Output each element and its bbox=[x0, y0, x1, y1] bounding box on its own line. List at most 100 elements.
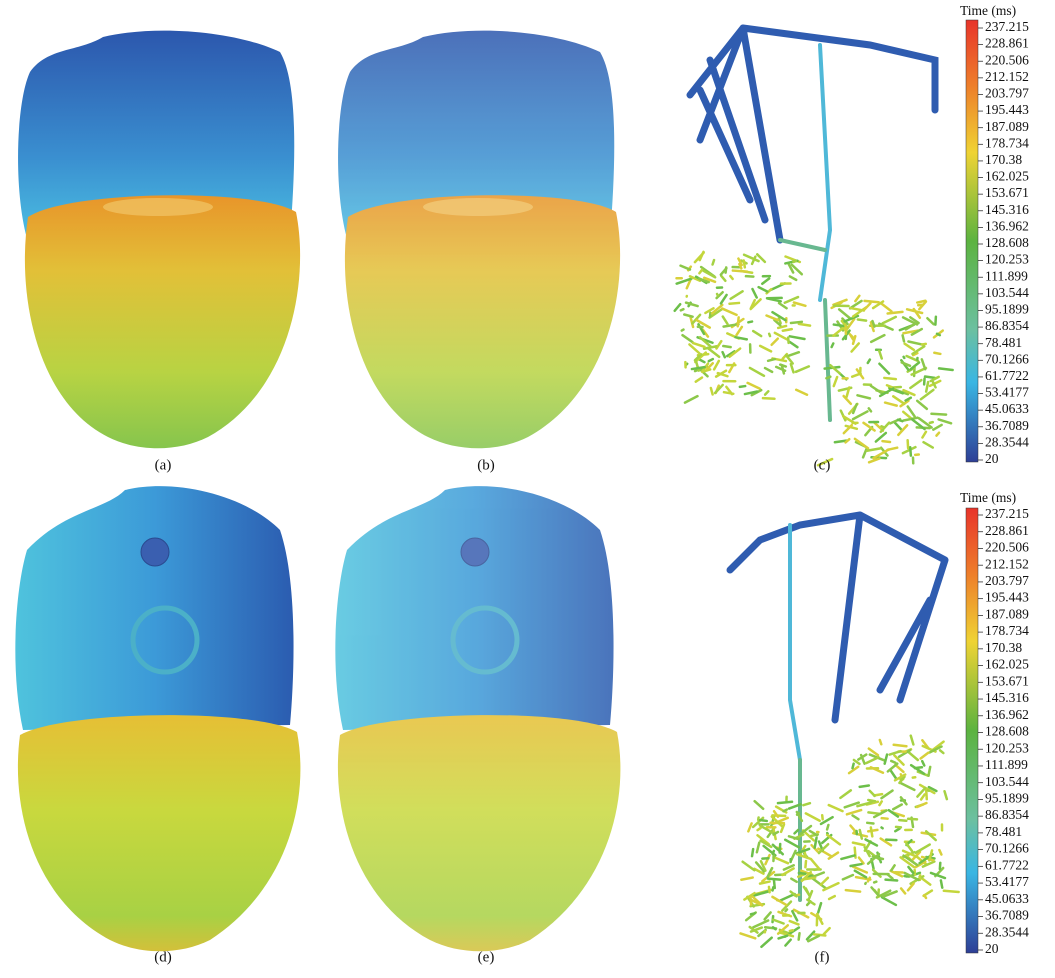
legend-label: 78.481 bbox=[985, 824, 1022, 839]
terminal-fiber bbox=[748, 383, 760, 389]
terminal-fiber bbox=[867, 823, 873, 824]
terminal-fiber bbox=[769, 887, 770, 892]
terminal-fiber bbox=[896, 827, 901, 828]
terminal-fiber bbox=[723, 346, 730, 347]
terminal-fiber bbox=[765, 391, 768, 394]
terminal-fiber bbox=[922, 344, 926, 345]
terminal-fiber bbox=[716, 341, 721, 348]
terminal-fiber bbox=[904, 357, 905, 358]
terminal-fiber bbox=[794, 830, 798, 833]
terminal-fiber bbox=[685, 396, 698, 403]
legend-label: 153.671 bbox=[985, 185, 1029, 200]
terminal-fiber bbox=[737, 327, 742, 335]
terminal-fiber bbox=[731, 291, 743, 298]
terminal-fiber bbox=[684, 314, 692, 316]
terminal-fiber bbox=[834, 377, 837, 386]
terminal-fiber bbox=[753, 331, 761, 336]
terminal-fiber bbox=[924, 895, 926, 898]
terminal-fiber bbox=[868, 830, 877, 831]
legend-label: 170.38 bbox=[985, 640, 1022, 655]
terminal-fiber bbox=[910, 380, 921, 388]
terminal-fiber bbox=[851, 864, 862, 866]
terminal-fiber bbox=[940, 750, 943, 753]
legend-label: 220.506 bbox=[985, 540, 1029, 555]
legend-label: 178.734 bbox=[985, 135, 1029, 150]
legend-label: 170.38 bbox=[985, 152, 1022, 167]
terminal-fiber bbox=[799, 324, 810, 326]
terminal-fiber bbox=[871, 386, 883, 394]
terminal-fiber bbox=[799, 873, 805, 874]
terminal-fiber bbox=[778, 802, 792, 803]
terminal-fiber bbox=[806, 813, 820, 820]
terminal-fiber bbox=[860, 785, 869, 786]
legend-title: Time (ms) bbox=[960, 3, 1016, 18]
terminal-fiber bbox=[870, 791, 875, 796]
legend-label: 103.544 bbox=[985, 285, 1029, 300]
terminal-fiber bbox=[723, 352, 725, 357]
terminal-fiber bbox=[730, 276, 732, 279]
terminal-fiber bbox=[829, 805, 843, 811]
terminal-fiber bbox=[826, 377, 830, 379]
terminal-fiber bbox=[790, 930, 793, 931]
terminal-fiber bbox=[859, 858, 864, 864]
terminal-fiber bbox=[874, 882, 876, 883]
terminal-fiber bbox=[790, 276, 796, 279]
terminal-fiber bbox=[733, 271, 747, 272]
legend-label: 95.1899 bbox=[985, 302, 1029, 317]
legend-label: 145.316 bbox=[985, 690, 1029, 705]
terminal-fiber bbox=[827, 825, 828, 829]
terminal-fiber bbox=[790, 336, 805, 339]
panel-label: (d) bbox=[154, 949, 172, 965]
terminal-fiber bbox=[799, 933, 800, 939]
terminal-fiber bbox=[780, 894, 794, 900]
terminal-fiber bbox=[899, 820, 906, 821]
terminal-fiber bbox=[931, 414, 946, 415]
legend-label: 228.861 bbox=[985, 523, 1029, 538]
panel-label: (e) bbox=[478, 949, 495, 965]
terminal-fiber bbox=[740, 386, 745, 387]
terminal-fiber bbox=[815, 838, 817, 848]
terminal-fiber bbox=[857, 395, 869, 398]
terminal-fiber bbox=[891, 865, 894, 870]
terminal-fiber bbox=[767, 316, 778, 321]
terminal-fiber bbox=[902, 362, 910, 365]
terminal-fiber bbox=[860, 830, 862, 839]
terminal-fiber bbox=[811, 859, 819, 869]
terminal-fiber bbox=[741, 933, 756, 938]
terminal-fiber bbox=[853, 843, 865, 846]
terminal-fiber bbox=[890, 751, 901, 754]
terminal-fiber bbox=[933, 425, 941, 430]
terminal-fiber bbox=[930, 422, 933, 423]
terminal-fiber bbox=[865, 301, 879, 302]
legend-label: 128.608 bbox=[985, 724, 1029, 739]
legend-label: 136.962 bbox=[985, 707, 1029, 722]
terminal-fiber bbox=[841, 855, 854, 859]
terminal-fiber bbox=[730, 303, 740, 304]
terminal-fiber bbox=[936, 433, 939, 436]
terminal-fiber bbox=[921, 794, 925, 799]
terminal-fiber bbox=[721, 276, 725, 281]
terminal-fiber bbox=[748, 823, 751, 831]
terminal-fiber bbox=[928, 767, 930, 776]
terminal-fiber bbox=[924, 442, 933, 447]
terminal-fiber bbox=[846, 890, 860, 892]
legend-label: 45.0633 bbox=[985, 891, 1029, 906]
legend-label: 220.506 bbox=[985, 52, 1029, 67]
terminal-fiber bbox=[885, 755, 887, 764]
heart-render bbox=[338, 31, 620, 449]
terminal-fiber bbox=[853, 764, 854, 768]
terminal-fiber bbox=[773, 887, 774, 890]
legend-label: 195.443 bbox=[985, 102, 1029, 117]
legend-label: 162.025 bbox=[985, 657, 1029, 672]
terminal-fiber bbox=[911, 736, 914, 745]
panel-label: (b) bbox=[477, 457, 495, 473]
terminal-fiber bbox=[869, 408, 871, 411]
terminal-fiber bbox=[757, 843, 759, 853]
terminal-fiber bbox=[871, 335, 884, 342]
terminal-fiber bbox=[941, 880, 942, 887]
terminal-fiber bbox=[829, 896, 835, 899]
terminal-fiber bbox=[818, 903, 821, 913]
colorbar bbox=[966, 20, 978, 462]
terminal-fiber bbox=[827, 835, 840, 844]
terminal-fiber bbox=[840, 790, 850, 798]
